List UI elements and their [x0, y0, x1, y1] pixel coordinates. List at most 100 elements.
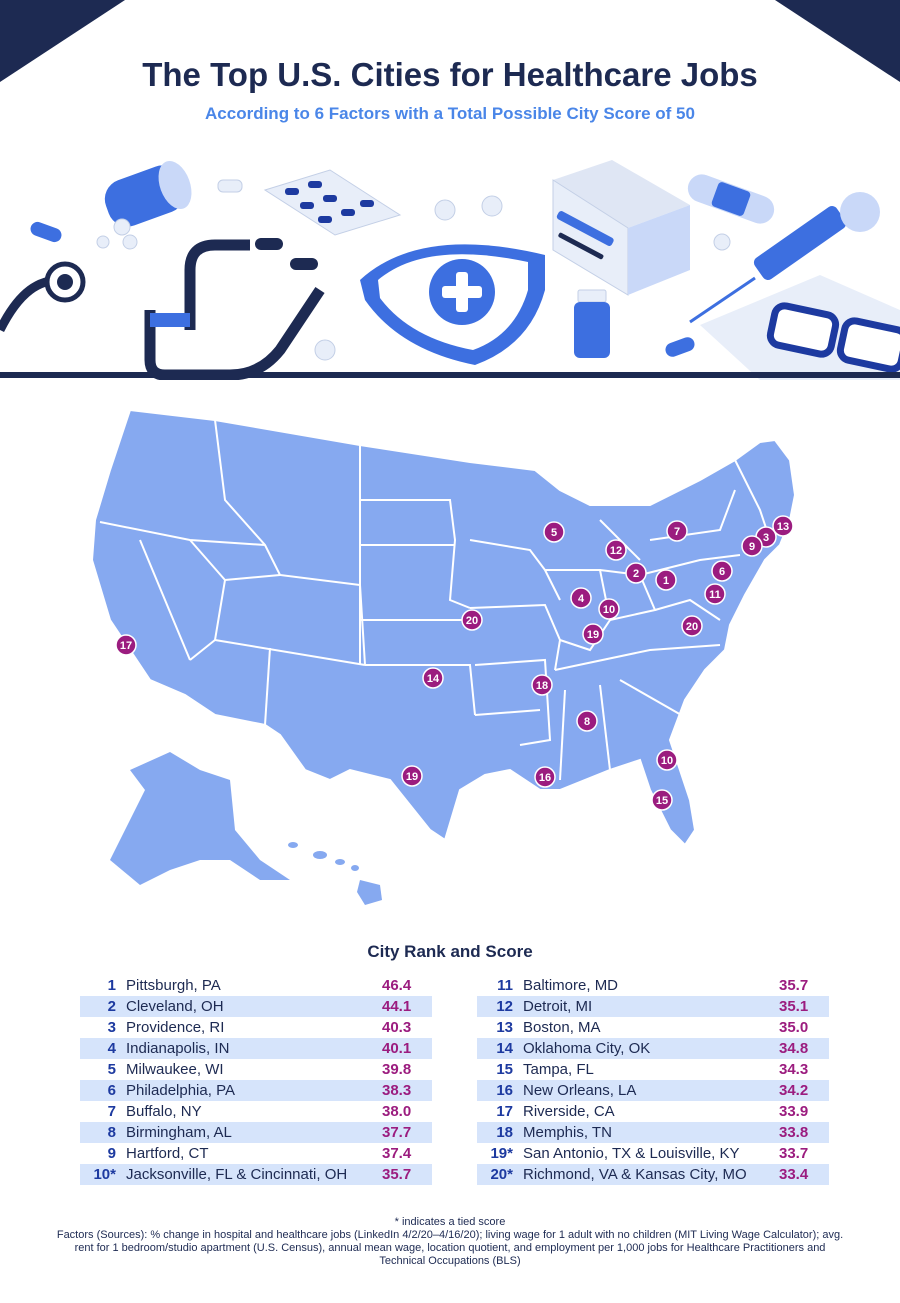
table-row: 13 Boston, MA 35.0	[477, 1017, 829, 1038]
rank: 13	[496, 1019, 513, 1036]
svg-text:15: 15	[656, 795, 668, 807]
city-name: Philadelphia, PA	[126, 1082, 235, 1099]
city-score: 37.7	[382, 1124, 412, 1141]
city-score: 35.1	[779, 998, 809, 1015]
table-row: 18 Memphis, TN 33.8	[477, 1122, 829, 1143]
svg-text:5: 5	[551, 527, 557, 539]
rank: 1	[107, 977, 116, 994]
map-pin: 18	[531, 674, 553, 696]
table-row: 6 Philadelphia, PA 38.3	[80, 1080, 432, 1101]
rank: 6	[107, 1082, 116, 1099]
city-name: San Antonio, TX & Louisville, KY	[523, 1145, 740, 1162]
rank: 20*	[490, 1166, 513, 1183]
svg-text:9: 9	[749, 541, 755, 553]
map-pin: 20	[681, 615, 703, 637]
shield-cross-icon	[360, 244, 545, 365]
map-pin: 11	[704, 583, 726, 605]
city-name: Riverside, CA	[523, 1103, 615, 1120]
page-subtitle: According to 6 Factors with a Total Poss…	[205, 104, 695, 123]
city-score: 46.4	[382, 977, 412, 994]
svg-text:16: 16	[539, 772, 551, 784]
table-row: 5 Milwaukee, WI 39.8	[80, 1059, 432, 1080]
svg-text:3: 3	[763, 532, 769, 544]
svg-text:8: 8	[584, 716, 590, 728]
us-map: 1 2 3 4 5 6 7 8 9 10 10 11 12 13 14 15 1…	[90, 408, 797, 905]
rank: 16	[496, 1082, 513, 1099]
rank: 19*	[490, 1145, 513, 1162]
map-pin: 5	[543, 521, 565, 543]
svg-text:18: 18	[536, 680, 548, 692]
rank: 11	[497, 977, 513, 994]
medical-illustration	[0, 160, 900, 380]
city-name: Buffalo, NY	[126, 1103, 202, 1120]
map-pin: 13	[772, 515, 794, 537]
rank: 15	[496, 1061, 513, 1078]
hawaii	[288, 842, 382, 905]
city-name: Pittsburgh, PA	[126, 977, 221, 994]
city-name: Boston, MA	[523, 1019, 601, 1036]
rank: 17	[496, 1103, 513, 1120]
city-score: 35.7	[779, 977, 809, 994]
city-name: Jacksonville, FL & Cincinnati, OH	[126, 1166, 348, 1183]
map-pin: 10	[656, 749, 678, 771]
city-score: 34.3	[779, 1061, 809, 1078]
page-title: The Top U.S. Cities for Healthcare Jobs	[142, 56, 758, 93]
map-pin: 19	[582, 623, 604, 645]
map-pin: 7	[666, 520, 688, 542]
city-score: 35.7	[382, 1166, 412, 1183]
map-pin: 19	[401, 765, 423, 787]
pill-bottle-icon	[96, 160, 192, 250]
contiguous-us	[90, 408, 797, 847]
stethoscope-icon	[0, 238, 325, 380]
city-score: 40.1	[382, 1040, 412, 1057]
table-row: 20* Richmond, VA & Kansas City, MO 33.4	[477, 1164, 829, 1185]
sources-note: Factors (Sources): % change in hospital …	[56, 1229, 844, 1267]
map-pin: 20	[461, 609, 483, 631]
table-row: 7 Buffalo, NY 38.0	[80, 1101, 432, 1122]
svg-text:12: 12	[610, 545, 622, 557]
svg-text:13: 13	[777, 521, 789, 533]
svg-text:10: 10	[603, 604, 615, 616]
city-score: 33.4	[779, 1166, 809, 1183]
svg-text:7: 7	[674, 526, 680, 538]
svg-text:19: 19	[406, 771, 418, 783]
table-row: 14 Oklahoma City, OK 34.8	[477, 1038, 829, 1059]
map-pin: 8	[576, 710, 598, 732]
svg-text:2: 2	[633, 568, 639, 580]
city-score: 44.1	[382, 998, 412, 1015]
rank: 7	[107, 1103, 116, 1120]
table-row: 15 Tampa, FL 34.3	[477, 1059, 829, 1080]
svg-text:19: 19	[587, 629, 599, 641]
pill-blister-icon	[263, 169, 402, 236]
table-title: City Rank and Score	[367, 942, 533, 961]
map-pin: 14	[422, 667, 444, 689]
city-name: Baltimore, MD	[523, 977, 619, 994]
city-score: 38.3	[382, 1082, 412, 1099]
svg-text:4: 4	[578, 593, 585, 605]
glasses-icon	[766, 302, 900, 373]
rank: 5	[107, 1061, 116, 1078]
bandage-icon	[687, 174, 775, 224]
vial-icon	[574, 289, 610, 358]
city-name: Providence, RI	[126, 1019, 225, 1036]
medicine-box-icon	[552, 160, 690, 296]
city-name: New Orleans, LA	[523, 1082, 637, 1099]
city-score: 33.9	[779, 1103, 809, 1120]
city-score: 38.0	[382, 1103, 412, 1120]
city-name: Hartford, CT	[126, 1145, 209, 1162]
rank: 12	[496, 998, 513, 1015]
rank: 9	[107, 1145, 116, 1162]
rank: 2	[107, 998, 116, 1015]
city-name: Milwaukee, WI	[126, 1061, 224, 1078]
corner-decoration-right	[775, 0, 900, 82]
map-pin: 10	[598, 598, 620, 620]
city-score: 39.8	[382, 1061, 412, 1078]
table-row: 12 Detroit, MI 35.1	[477, 996, 829, 1017]
map-pin: 1	[655, 569, 677, 591]
city-score: 34.2	[779, 1082, 809, 1099]
rank: 8	[107, 1124, 116, 1141]
table-row: 8 Birmingham, AL 37.7	[80, 1122, 432, 1143]
city-score: 40.3	[382, 1019, 412, 1036]
svg-text:17: 17	[120, 640, 132, 652]
map-pin: 16	[534, 766, 556, 788]
